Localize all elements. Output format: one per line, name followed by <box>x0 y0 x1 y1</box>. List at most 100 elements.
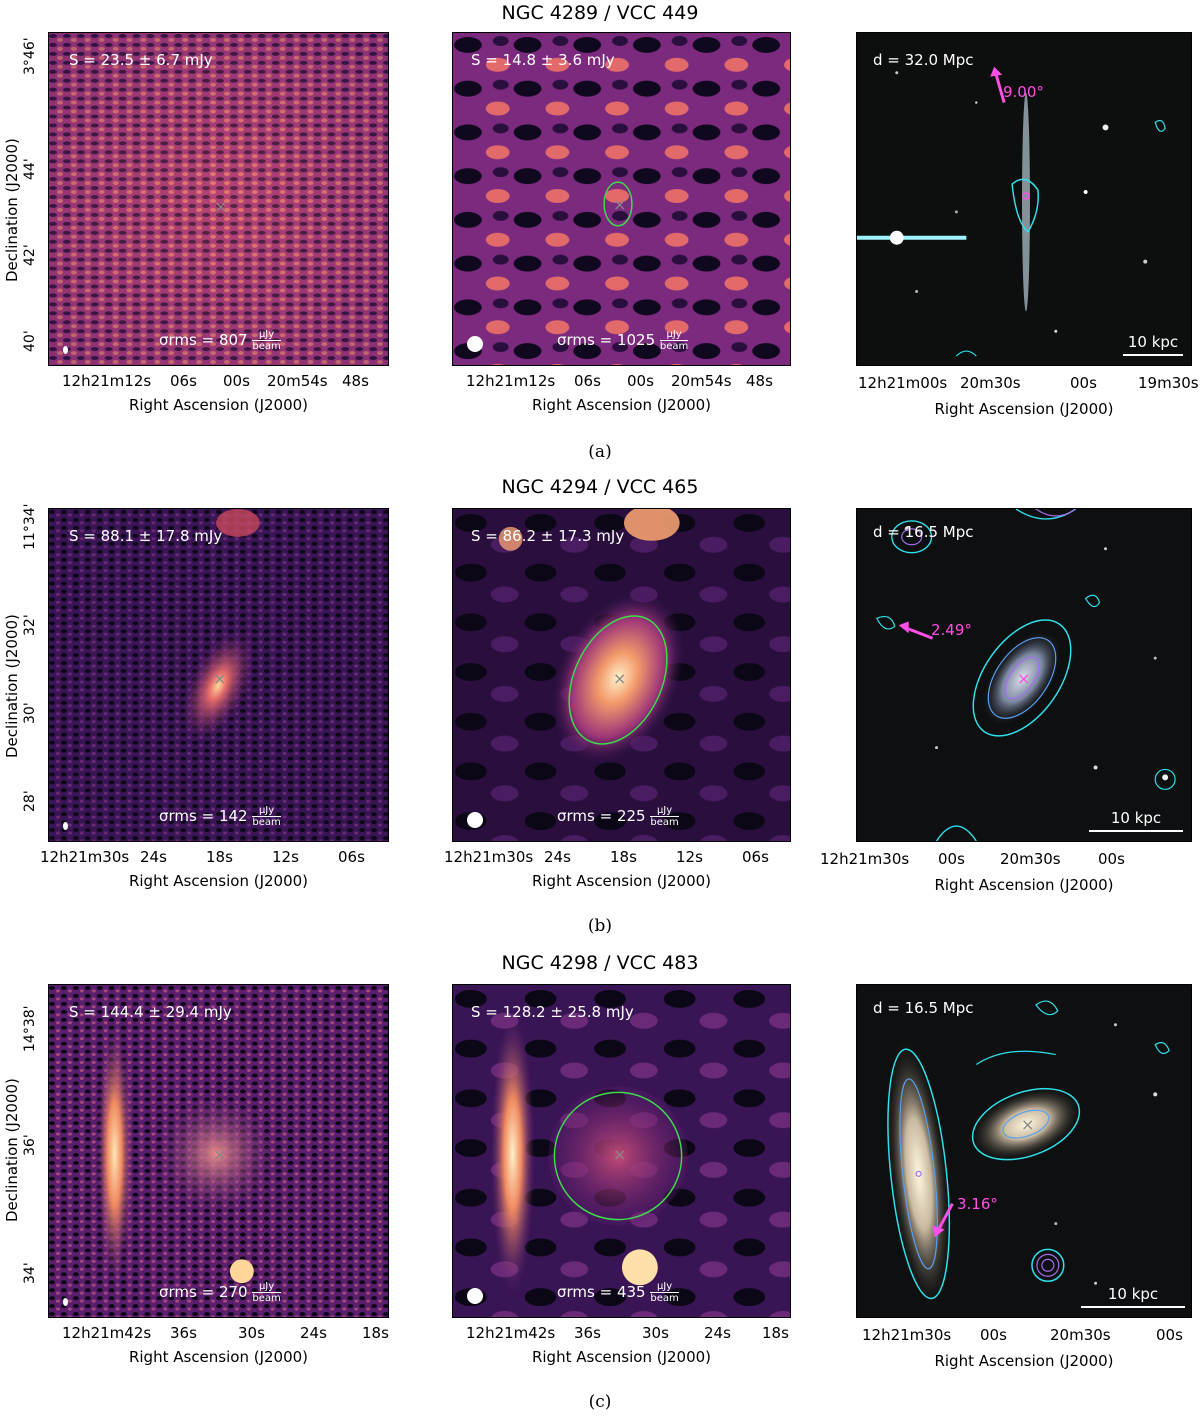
ra-tick: 18s <box>762 1324 789 1342</box>
row-b-title: NGC 4294 / VCC 465 <box>501 476 699 498</box>
ra-tick: 48s <box>342 372 369 390</box>
ra-tick: 12h21m42s <box>466 1324 556 1342</box>
ra-tick: 12s <box>676 848 703 866</box>
flux-label: S = 14.8 ± 3.6 mJy <box>471 51 615 69</box>
flux-label: S = 128.2 ± 25.8 mJy <box>471 1003 634 1021</box>
scale-bar: 10 kpc <box>1123 333 1183 356</box>
x-axis-label: Right Ascension (J2000) <box>934 876 1114 894</box>
ra-tick: 12h21m12s <box>62 372 152 390</box>
inclination-angle-label: 2.49° <box>931 621 972 639</box>
beam-circle-icon <box>467 812 483 828</box>
beam-circle-icon <box>467 1288 483 1304</box>
radio-panel-b-mid: S = 86.2 ± 17.3 mJy × σrms = 225 μJy beam <box>452 508 791 842</box>
rms-label: σrms = 435 μJy beam <box>557 1281 679 1304</box>
ra-tick: 00s <box>1098 850 1125 868</box>
dec-tick: 34' <box>22 1262 38 1284</box>
ra-tick: 30s <box>238 1324 265 1342</box>
rms-label: σrms = 270 μJy beam <box>159 1281 281 1304</box>
radio-panel-c-mid: S = 128.2 ± 25.8 mJy × σrms = 435 μJy bea… <box>452 984 791 1318</box>
ra-tick: 06s <box>574 372 601 390</box>
radio-panel-b-left: S = 88.1 ± 17.8 mJy × σrms = 142 μJy beam <box>48 508 389 842</box>
inclination-angle-label: 9.00° <box>1003 83 1044 101</box>
ra-tick: 20m54s <box>267 372 328 390</box>
dec-tick: 44' <box>22 158 38 180</box>
row-c-title: NGC 4298 / VCC 483 <box>501 952 699 974</box>
x-axis-label: Right Ascension (J2000) <box>934 400 1114 418</box>
ra-tick: 12h21m30s <box>862 1326 952 1344</box>
ra-tick: 00s <box>627 372 654 390</box>
x-axis-label: Right Ascension (J2000) <box>128 396 309 414</box>
ra-tick: 20m54s <box>671 372 732 390</box>
optical-panel-a: d = 32.0 Mpc 9.00° 10 kpc <box>856 32 1192 366</box>
x-axis-label: Right Ascension (J2000) <box>128 1348 309 1366</box>
flux-label: S = 23.5 ± 6.7 mJy <box>69 51 213 69</box>
ra-tick: 36s <box>574 1324 601 1342</box>
ra-tick: 36s <box>170 1324 197 1342</box>
ra-tick: 12h21m30s <box>820 850 910 868</box>
ra-tick: 18s <box>362 1324 389 1342</box>
ra-tick: 30s <box>642 1324 669 1342</box>
distance-label: d = 32.0 Mpc <box>873 51 974 69</box>
x-axis-label: Right Ascension (J2000) <box>531 1348 712 1366</box>
subfigure-caption: (a) <box>588 442 612 462</box>
subfigure-caption: (b) <box>587 916 613 936</box>
ra-tick: 20m30s <box>1000 850 1061 868</box>
rms-label: σrms = 1025 μJy beam <box>557 329 689 352</box>
x-axis-label: Right Ascension (J2000) <box>934 1352 1114 1370</box>
rms-label: σrms = 807 μJy beam <box>159 329 281 352</box>
ra-tick: 19m30s <box>1138 374 1199 392</box>
ra-tick: 48s <box>746 372 773 390</box>
dec-tick: 30' <box>22 702 38 724</box>
beam-circle-icon <box>467 336 483 352</box>
subfigure-caption: (c) <box>588 1392 612 1412</box>
distance-label: d = 16.5 Mpc <box>873 999 974 1017</box>
target-cross-icon: × <box>613 195 627 214</box>
target-cross-icon: × <box>213 1145 227 1164</box>
ra-tick: 20m30s <box>1050 1326 1111 1344</box>
target-cross-icon: × <box>1017 669 1031 688</box>
ra-tick: 00s <box>1156 1326 1183 1344</box>
radio-panel-a-left: S = 23.5 ± 6.7 mJy × σrms = 807 μJy beam <box>48 32 389 366</box>
y-axis-label: Declination (J2000) <box>3 138 21 282</box>
beam-ellipse-icon <box>63 822 68 830</box>
ra-tick: 00s <box>223 372 250 390</box>
scale-bar: 10 kpc <box>1089 809 1183 832</box>
ra-tick: 12h21m30s <box>40 848 130 866</box>
y-axis-label: Declination (J2000) <box>3 614 21 758</box>
ra-tick: 06s <box>170 372 197 390</box>
dec-tick: 40' <box>22 330 38 352</box>
target-cross-icon: × <box>213 669 227 688</box>
ra-tick: 12h21m12s <box>466 372 556 390</box>
ra-tick: 24s <box>300 1324 327 1342</box>
target-cross-icon: × <box>214 197 228 216</box>
y-axis-label: Declination (J2000) <box>3 1078 21 1222</box>
dec-tick: 3°46' <box>22 37 38 75</box>
dec-tick: 11°34' <box>22 503 38 550</box>
beam-ellipse-icon <box>63 346 68 354</box>
rms-label: σrms = 225 μJy beam <box>557 805 679 828</box>
ra-tick: 18s <box>610 848 637 866</box>
x-axis-label: Right Ascension (J2000) <box>128 872 309 890</box>
dec-tick: 14°38' <box>22 1005 38 1052</box>
ra-tick: 18s <box>206 848 233 866</box>
ra-tick: 00s <box>1070 374 1097 392</box>
ra-tick: 06s <box>338 848 365 866</box>
flux-label: S = 86.2 ± 17.3 mJy <box>471 527 625 545</box>
optical-panel-c: d = 16.5 Mpc 3.16° × 10 kpc <box>856 984 1192 1318</box>
x-axis-label: Right Ascension (J2000) <box>531 872 712 890</box>
radio-panel-c-left: S = 144.4 ± 29.4 mJy × σrms = 270 μJy bea… <box>48 984 389 1318</box>
ra-tick: 12s <box>272 848 299 866</box>
beam-ellipse-icon <box>63 1298 68 1306</box>
dec-tick: 42' <box>22 244 38 266</box>
distance-label: d = 16.5 Mpc <box>873 523 974 541</box>
ra-tick: 00s <box>938 850 965 868</box>
ra-tick: 06s <box>742 848 769 866</box>
x-axis-label: Right Ascension (J2000) <box>531 396 712 414</box>
ra-tick: 24s <box>704 1324 731 1342</box>
ra-tick: 00s <box>980 1326 1007 1344</box>
dec-tick: 32' <box>22 614 38 636</box>
ra-tick: 12h21m00s <box>858 374 948 392</box>
target-cross-icon: × <box>613 669 627 688</box>
target-cross-icon: × <box>613 1145 627 1164</box>
flux-label: S = 144.4 ± 29.4 mJy <box>69 1003 232 1021</box>
